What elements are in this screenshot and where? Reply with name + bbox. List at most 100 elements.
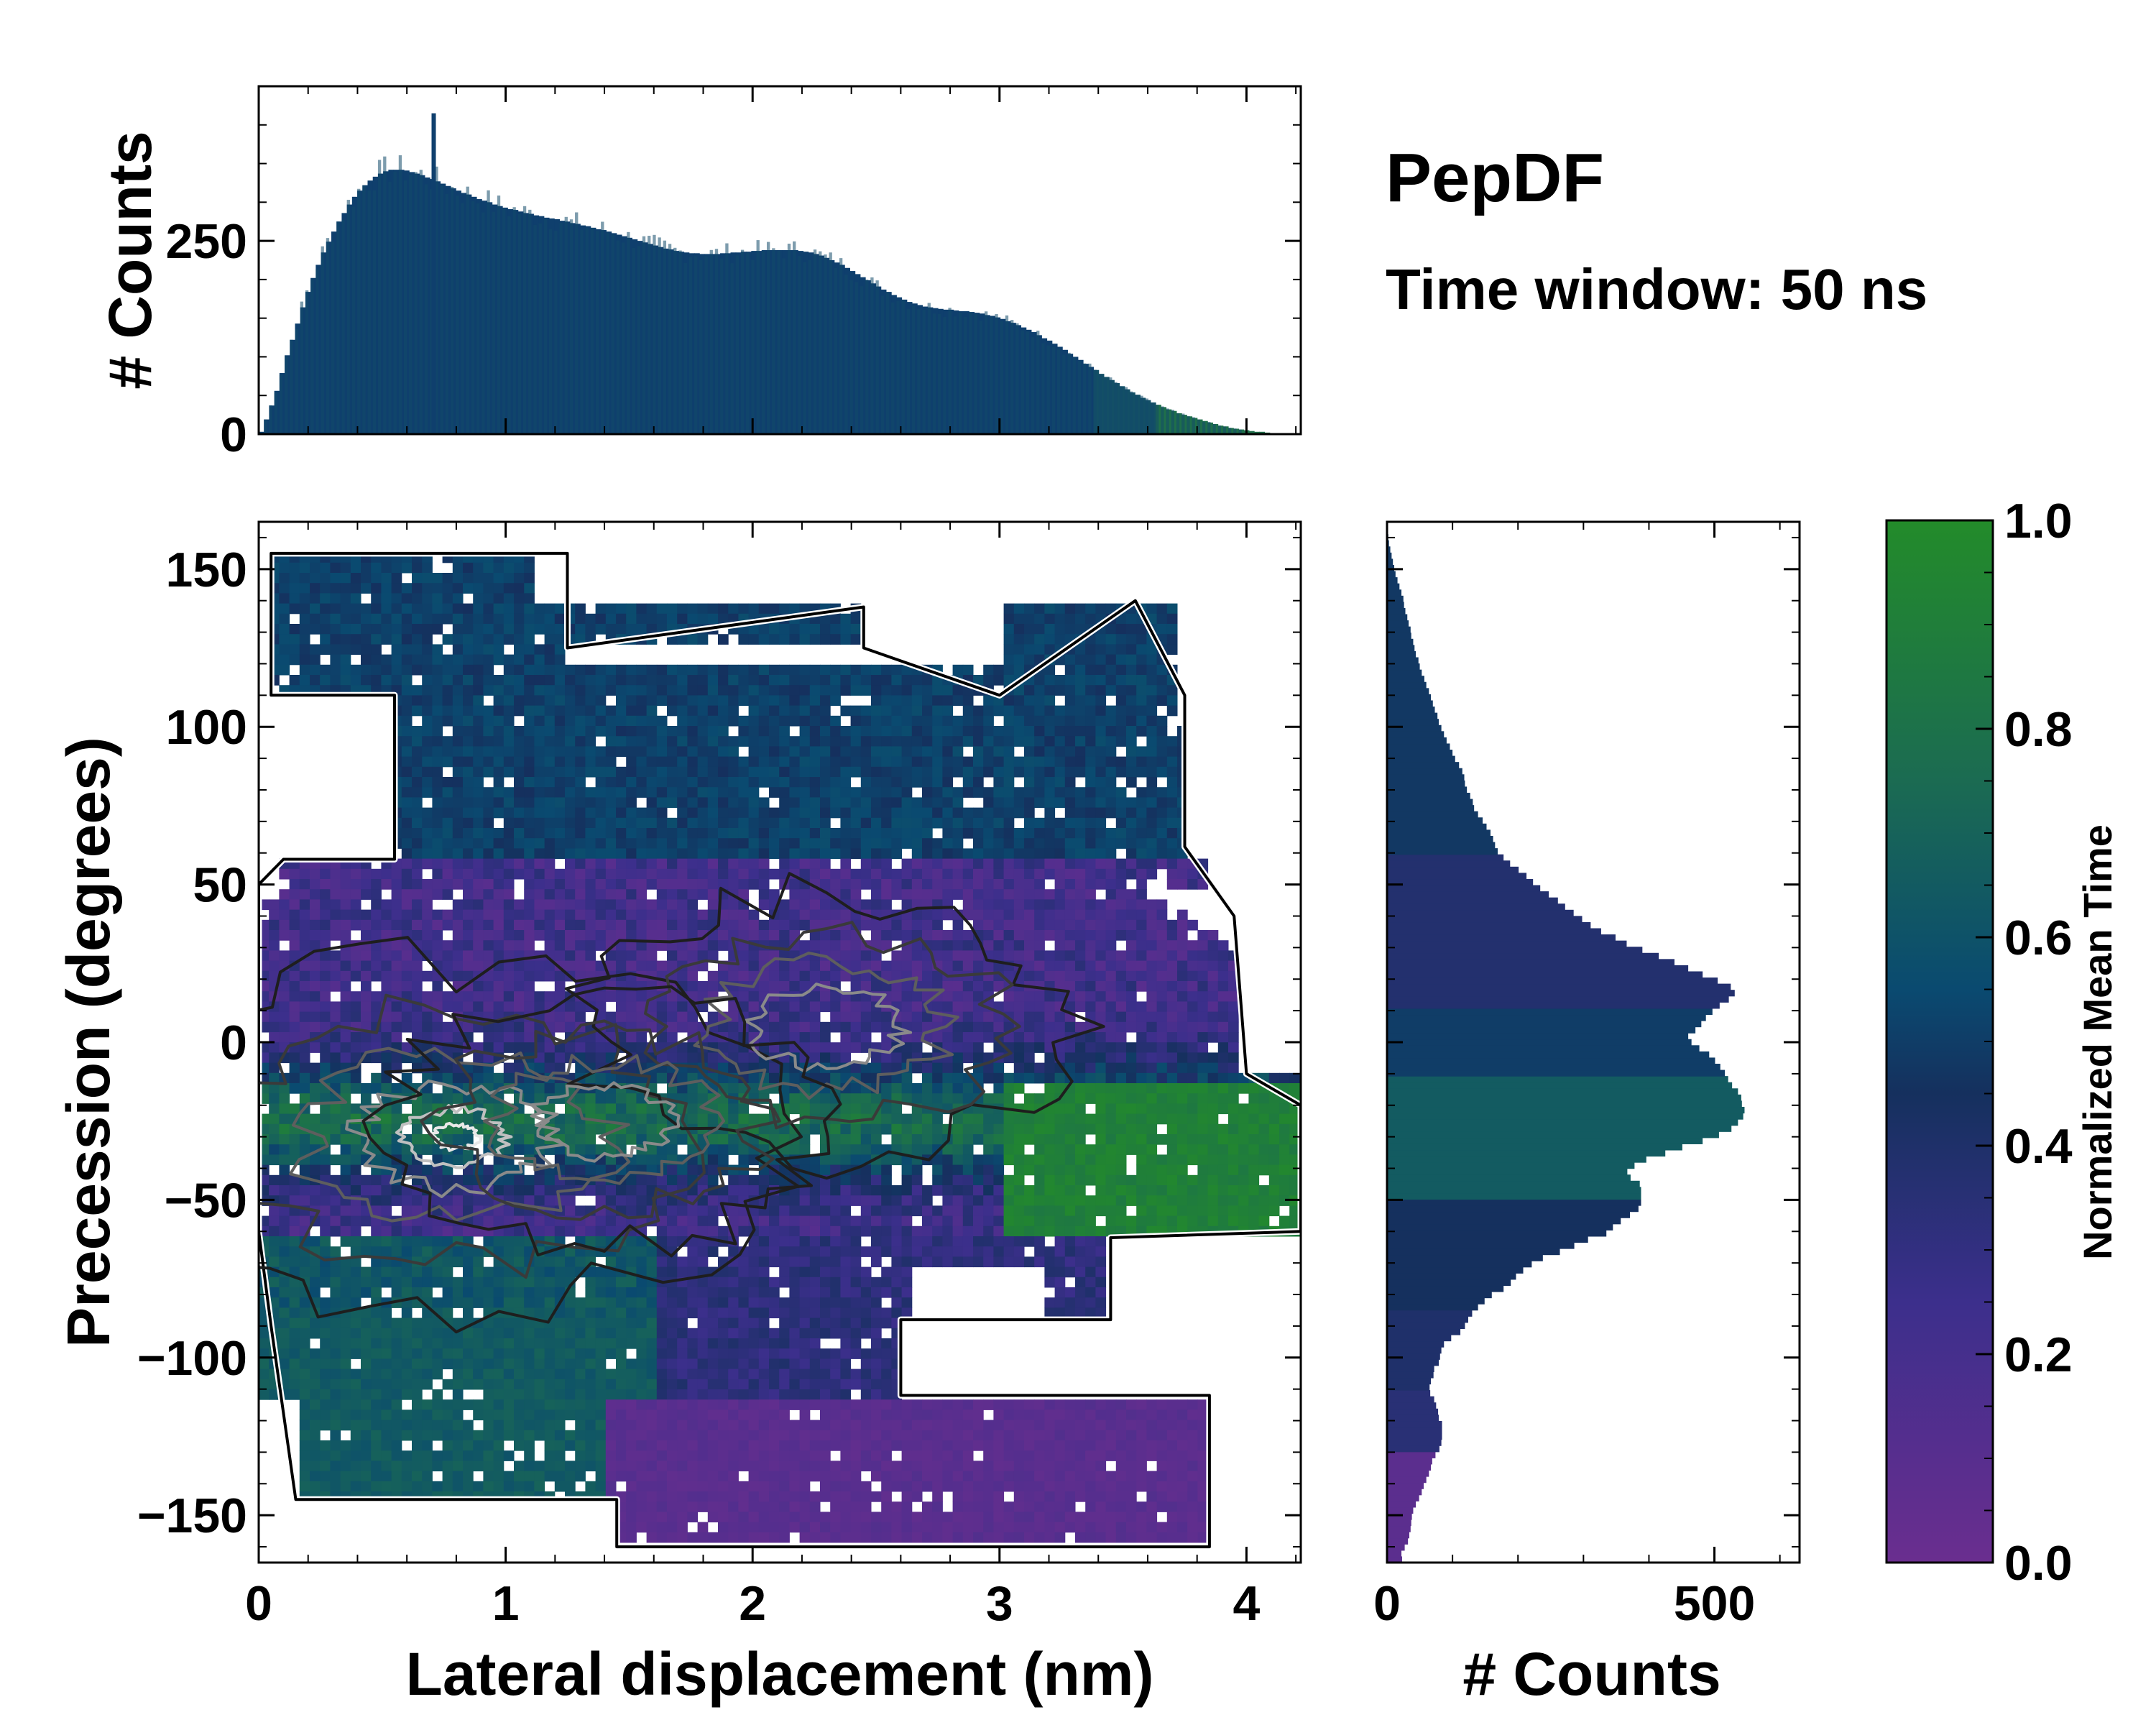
heatmap-cell: [626, 1368, 637, 1380]
heatmap-cell: [585, 868, 596, 880]
heatmap-cell: [452, 960, 464, 972]
heatmap-cell: [350, 899, 361, 911]
heatmap-cell: [789, 1471, 801, 1482]
heatmap-cell: [565, 1368, 576, 1380]
heatmap-cell: [677, 777, 688, 788]
heatmap-cell: [636, 736, 648, 747]
heatmap-cell: [289, 991, 300, 1002]
heatmap-cell: [422, 1134, 433, 1145]
heatmap-cell: [514, 1328, 525, 1339]
top-histogram-bar: [1248, 431, 1255, 434]
heatmap-cell: [483, 991, 494, 1002]
heatmap-cell: [463, 1481, 474, 1492]
heatmap-cell: [697, 736, 709, 747]
heatmap-cell: [646, 1368, 658, 1380]
heatmap-cell: [463, 1256, 474, 1268]
heatmap-cell: [677, 828, 688, 839]
heatmap-cell: [554, 1420, 566, 1431]
heatmap-cell: [463, 715, 474, 727]
heatmap-cell: [595, 1307, 607, 1319]
heatmap-cell: [707, 1083, 719, 1094]
heatmap-cell: [585, 909, 596, 921]
heatmap-cell: [299, 960, 310, 972]
heatmap-cell: [595, 1164, 607, 1176]
heatmap-cell: [738, 1144, 750, 1155]
heatmap-cell: [677, 1368, 688, 1380]
heatmap-cell: [371, 593, 382, 604]
heatmap-cell: [503, 1032, 515, 1043]
heatmap-cell: [656, 909, 668, 921]
heatmap-cell: [289, 1246, 300, 1257]
heatmap-cell: [320, 1317, 331, 1329]
heatmap-cell: [514, 960, 525, 972]
heatmap-cell: [412, 1164, 423, 1176]
heatmap-cell: [310, 1164, 321, 1176]
heatmap-cell: [677, 797, 688, 809]
heatmap-cell: [503, 899, 515, 911]
heatmap-cell: [391, 1348, 402, 1359]
heatmap-cell: [320, 634, 331, 645]
heatmap-cell: [299, 1134, 310, 1145]
heatmap-cell: [656, 1460, 668, 1472]
heatmap-cell: [534, 1409, 545, 1421]
heatmap-cell: [779, 1042, 790, 1053]
heatmap-cell: [452, 1072, 464, 1084]
heatmap-cell: [483, 919, 494, 931]
heatmap-cell: [483, 705, 494, 717]
heatmap-cell: [534, 858, 545, 870]
heatmap-cell: [463, 1205, 474, 1217]
heatmap-cell: [473, 685, 484, 696]
heatmap-cell: [565, 736, 576, 747]
heatmap-cell: [748, 1389, 760, 1400]
top-histogram-bar-texture: [885, 292, 890, 434]
heatmap-cell: [636, 1113, 648, 1125]
heatmap-cell: [391, 981, 402, 992]
heatmap-cell: [677, 1501, 688, 1512]
heatmap-cell: [514, 909, 525, 921]
heatmap-cell: [493, 828, 505, 839]
heatmap-cell: [320, 960, 331, 972]
heatmap-cell: [299, 970, 310, 982]
heatmap-cell: [769, 1338, 780, 1349]
heatmap-cell: [626, 1399, 637, 1410]
heatmap-cell: [320, 1338, 331, 1349]
heatmap-cell: [514, 1042, 525, 1053]
heatmap-cell: [503, 1450, 515, 1461]
heatmap-cell: [656, 1174, 668, 1186]
heatmap-cell: [707, 715, 719, 727]
heatmap-cell: [554, 1379, 566, 1390]
heatmap-cell: [493, 1481, 505, 1492]
heatmap-cell: [809, 736, 821, 747]
heatmap-cell: [677, 1338, 688, 1349]
heatmap-cell: [646, 675, 658, 686]
heatmap-cell: [412, 1276, 423, 1288]
heatmap-cell: [636, 1174, 648, 1186]
heatmap-cell: [687, 1409, 699, 1421]
heatmap-cell: [514, 848, 525, 860]
heatmap-cell: [769, 1256, 780, 1268]
heatmap-cell: [289, 868, 300, 880]
heatmap-cell: [503, 807, 515, 819]
heatmap-cell: [442, 1093, 453, 1104]
heatmap-cell: [432, 1317, 443, 1329]
heatmap-cell: [452, 644, 464, 656]
heatmap-cell: [687, 858, 699, 870]
heatmap-cell: [412, 1399, 423, 1410]
heatmap-cell: [442, 1399, 453, 1410]
heatmap-cell: [575, 1368, 586, 1380]
heatmap-cell: [646, 838, 658, 849]
heatmap-cell: [350, 1042, 361, 1053]
top-histogram-bar-texture: [305, 290, 309, 434]
heatmap-cell: [299, 1083, 310, 1094]
top-histogram-bar-texture: [1233, 428, 1237, 434]
top-histogram-bar-texture: [1067, 352, 1071, 434]
heatmap-cell: [432, 1328, 443, 1339]
heatmap-cell: [585, 1317, 596, 1329]
heatmap-cell: [565, 777, 576, 788]
heatmap-cell: [718, 940, 729, 951]
heatmap-cell: [677, 1348, 688, 1359]
top-histogram-bar-texture: [414, 172, 418, 434]
heatmap-cell: [361, 991, 372, 1002]
heatmap-cell: [279, 593, 290, 604]
heatmap-cell: [534, 991, 545, 1002]
